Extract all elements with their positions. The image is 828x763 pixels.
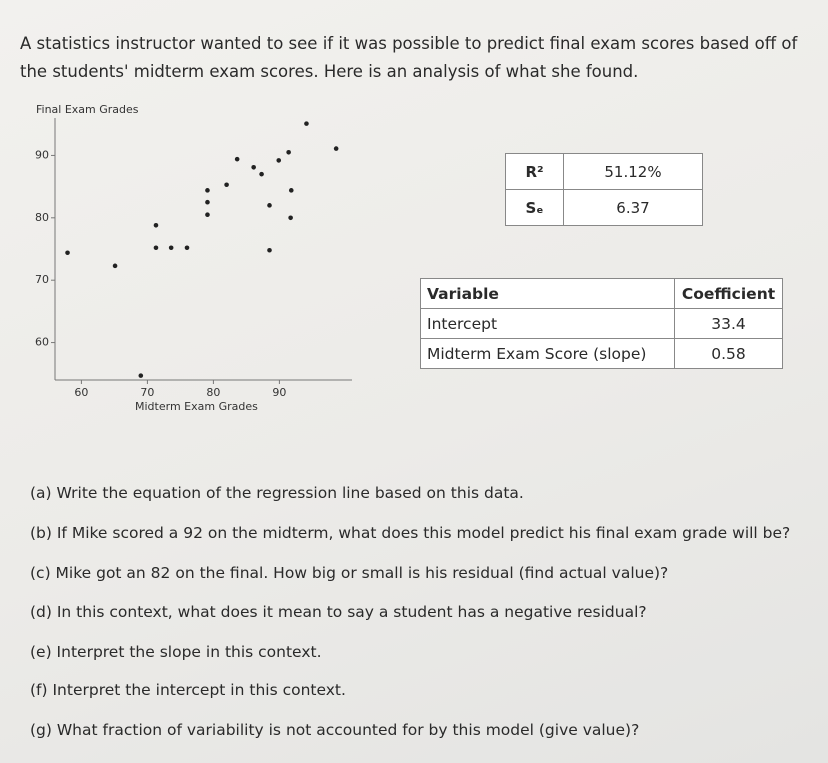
cell: R²: [505, 153, 564, 190]
x-tick-label: 60: [74, 386, 88, 399]
question: (e) Interpret the slope in this context.: [30, 643, 322, 661]
y-axis-label: Final Exam Grades: [36, 103, 139, 116]
x-tick-label: 80: [206, 386, 220, 399]
data-point: [304, 121, 309, 126]
y-tick-label: 80: [35, 211, 49, 224]
cell: Midterm Exam Score (slope): [420, 338, 675, 369]
data-point: [153, 222, 159, 228]
data-point: [288, 215, 293, 221]
data-point: [138, 373, 144, 378]
data-point: [259, 171, 264, 177]
data-point: [153, 245, 159, 251]
question: (a) Write the equation of the regression…: [30, 484, 524, 502]
y-tick-label: 70: [35, 273, 49, 286]
data-point: [251, 164, 256, 170]
data-point: [234, 156, 240, 162]
cell: 51.12%: [563, 153, 703, 190]
question: (g) What fraction of variability is not …: [30, 721, 640, 739]
data-point: [184, 245, 190, 251]
question: (c) Mike got an 82 on the final. How big…: [30, 564, 669, 582]
data-point: [168, 245, 174, 251]
x-tick-label: 90: [272, 386, 286, 399]
data-point: [205, 188, 210, 193]
data-point: [333, 146, 339, 151]
data-point: [286, 150, 291, 155]
data-point: [267, 203, 272, 208]
cell: 33.4: [674, 308, 783, 339]
data-point: [276, 158, 282, 163]
x-tick-label: 70: [140, 386, 154, 399]
data-point: [205, 199, 210, 205]
data-point: [224, 182, 229, 188]
question: (d) In this context, what does it mean t…: [30, 603, 647, 621]
question: (f) Interpret the intercept in this cont…: [30, 681, 346, 699]
data-point: [288, 188, 294, 193]
cell: 0.58: [674, 338, 783, 369]
cell: Coefficient: [674, 278, 783, 309]
y-tick-label: 90: [35, 148, 49, 161]
data-point: [112, 263, 118, 269]
intro-text: A statistics instructor wanted to see if…: [20, 34, 798, 81]
question: (b) If Mike scored a 92 on the midterm, …: [30, 524, 791, 542]
coef-table: Variable Coefficient Intercept 33.4 Midter…: [420, 278, 783, 369]
y-tick-label: 60: [35, 336, 49, 349]
x-axis-label: Midterm Exam Grades: [135, 400, 258, 413]
data-point: [267, 247, 272, 253]
cell: Intercept: [420, 308, 675, 339]
cell: Variable: [420, 278, 675, 309]
data-point: [65, 250, 70, 256]
scatter-chart: Final Exam Grades Midterm Exam Grades 60 70…: [35, 103, 352, 413]
data-point: [205, 212, 210, 217]
cell: 6.37: [563, 189, 703, 226]
cell: Sₑ: [505, 189, 564, 226]
stats-table: R² 51.12% Sₑ 6.37: [505, 153, 703, 226]
